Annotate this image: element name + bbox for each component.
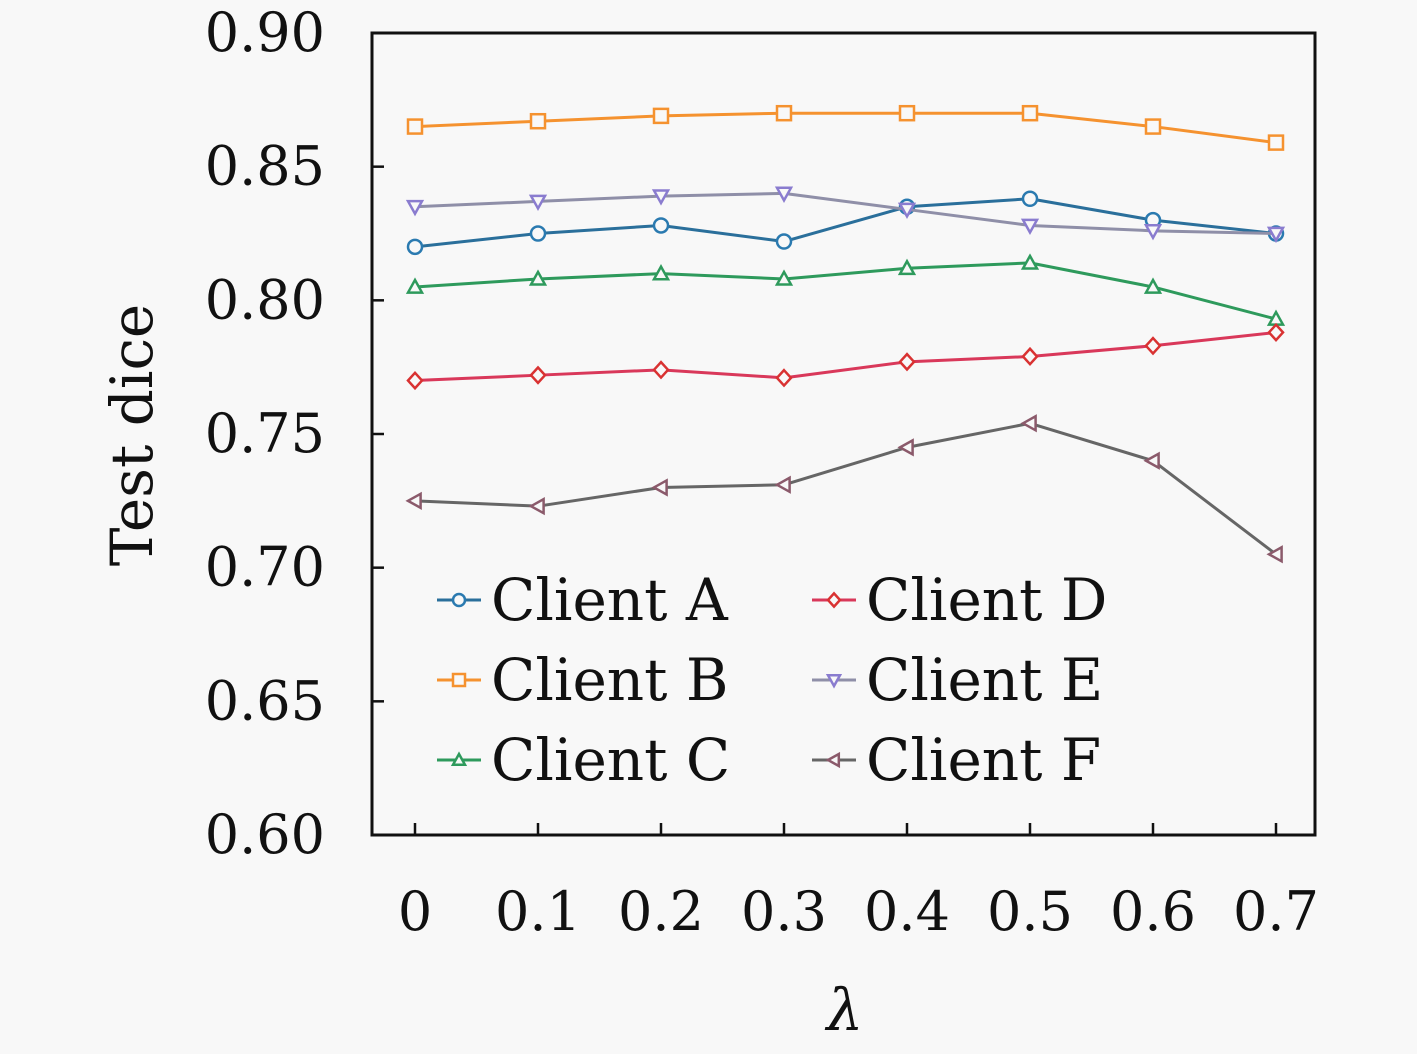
data-point [651,264,671,281]
legend-marker [451,672,467,688]
data-point [529,365,547,385]
x-tick-label: 0.6 [1110,880,1196,943]
legend-label: Client D [866,566,1107,634]
y-tick-label: 0.60 [205,803,325,866]
data-point [1266,226,1286,244]
data-point [775,104,793,122]
legend-marker [825,673,843,689]
data-point [775,368,793,388]
data-point [774,186,794,203]
data-point [1021,346,1039,367]
data-point [405,491,422,510]
data-point [1020,414,1037,433]
x-axis-label: λ [825,976,864,1044]
data-point [774,475,791,494]
data-point [1267,322,1285,342]
data-point [1143,223,1163,241]
data-point [1143,277,1163,294]
legend-item: Client F [812,726,1101,794]
data-point [528,194,548,211]
legend-marker [450,751,468,767]
legend-marker [825,751,841,769]
data-point [774,269,794,286]
data-point [775,233,793,250]
x-tick-label: 0.1 [495,880,581,943]
data-point [898,104,916,122]
data-point [651,478,668,497]
data-point [897,438,914,457]
series-line-client-e [414,191,1277,235]
y-tick-label: 0.85 [205,135,325,198]
data-point [528,497,545,516]
data-point [1143,451,1160,470]
legend-item: Client E [812,646,1103,714]
series-line-client-c [414,261,1277,321]
data-point [406,238,424,256]
x-tick-label: 0.5 [987,880,1073,943]
data-point [529,225,547,242]
x-tick-label: 0.7 [1233,880,1319,943]
legend-label: Client B [491,646,729,714]
plot-area: 0.60 0.65 0.70 0.75 0.80 0.85 0.90 0 0.1 0.2 0.3 0.… [205,1,1319,943]
data-point [898,352,916,372]
data-point [651,189,671,206]
y-tick-label: 0.75 [205,402,325,465]
data-point [406,370,424,391]
legend-marker [826,591,842,609]
series-line-client-b [414,111,1277,145]
x-tick-label: 0.3 [741,880,827,943]
data-point [406,118,424,135]
y-tick-label: 0.80 [205,268,325,331]
legend-label: Client A [491,566,729,634]
data-point [1021,104,1039,122]
x-tick-label: 0.4 [864,880,950,943]
data-point [652,217,670,234]
x-tick-label: 0.2 [618,880,704,943]
y-tick-label: 0.70 [205,536,325,599]
legend-item: Client B [437,646,729,714]
data-point [652,360,670,380]
legend-label: Client E [866,646,1103,714]
data-point [1266,545,1283,564]
data-point [1267,134,1285,151]
legend-marker [451,592,467,608]
series-line-client-a [414,197,1277,249]
y-tick-label: 0.90 [205,1,325,64]
data-point [1144,118,1162,135]
data-point [405,199,425,217]
legend-label: Client F [866,726,1101,794]
legend-item: Client D [812,566,1107,634]
series-line-client-d [414,330,1277,383]
data-point [1144,336,1162,356]
legend-item: Client C [437,726,730,794]
data-point [529,112,547,130]
data-point [528,269,548,286]
data-point [1020,218,1040,236]
data-point [1021,190,1039,207]
data-point [1020,253,1040,270]
data-point [897,202,917,220]
legend-label: Client C [491,726,730,794]
data-point [405,277,425,294]
data-point [897,258,917,276]
legend-item: Client A [437,566,729,634]
x-tick-label: 0 [398,880,432,943]
data-point [652,107,670,125]
y-tick-label: 0.65 [205,669,325,732]
y-axis-label: Test dice [98,304,166,567]
series-line-client-f [414,421,1277,556]
